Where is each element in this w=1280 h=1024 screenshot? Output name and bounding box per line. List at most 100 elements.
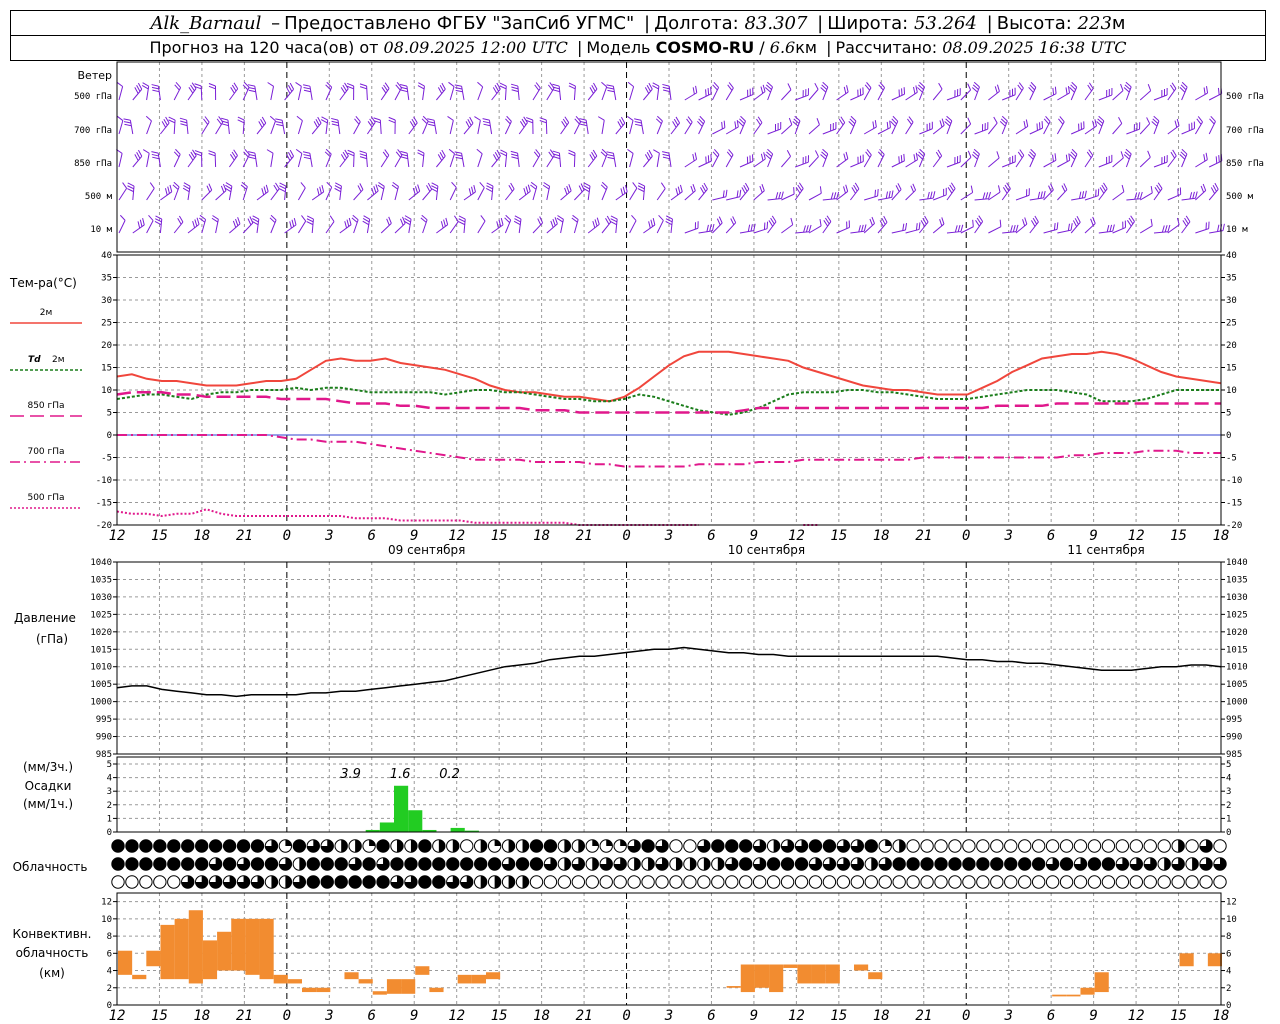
cloud-cover-symbol [1101,875,1116,889]
wind-barb-feather [421,214,428,221]
wind-barb-feather [190,151,196,159]
cloud-cover-symbol [892,839,906,853]
wind-barb-feather [510,153,519,157]
wind-barb [179,117,189,135]
wind-barb [905,116,914,135]
wind-barb-feather [1001,115,1008,122]
wind-barb [932,217,945,234]
wind-barb-feather [913,154,916,162]
wind-barb [629,182,638,201]
cloud-cover-symbol [487,857,502,871]
cloud-cover-symbol [278,857,293,871]
wind-barb-feather [535,149,541,156]
wind-barb-feather [362,220,369,226]
wind-barb-shaft [118,220,126,234]
wind-barb [560,116,570,135]
wind-barb-feather [692,184,696,191]
convective-tick-label-left: 8 [107,932,112,942]
wind-barb-feather [168,116,176,121]
wind-barb-feather [973,81,980,88]
cloud-cover-symbol [1185,875,1199,889]
wind-barb-feather [148,214,154,221]
wind-barb-shaft [532,87,541,101]
cloud-symbol-fill [703,857,711,871]
wind-barb-feather [1067,223,1070,231]
wind-barb-feather [1081,191,1085,199]
cloud-cover-symbol [1031,857,1046,871]
wind-barb-shaft [612,153,617,168]
wind-barb-shaft [173,154,181,168]
wind-barb [1084,119,1097,135]
wind-barb-feather [1120,83,1124,91]
cloud-symbol-fill [1116,857,1129,871]
wind-barb-feather [646,152,652,159]
wind-barb [808,150,819,168]
wind-barb [1153,182,1163,201]
wind-barb-feather [384,149,390,156]
wind-barb-feather [917,87,923,93]
cloud-symbol-fill [223,875,236,889]
cloud-symbol-fill [502,857,515,871]
wind-barb [712,120,726,135]
wind-barb [712,216,723,234]
cloud-cover-symbol [1171,857,1185,871]
cloud-cover-symbol [808,875,823,889]
cloud-cover-symbol [167,839,181,853]
date-label: 11 сентября [1067,543,1144,557]
wind-barb-feather [902,223,905,231]
wind-barb-feather [756,118,761,126]
cloud-cover-symbol [948,857,962,871]
wind-barb [295,82,302,101]
convective-tick-label-left: 6 [107,949,112,959]
wind-barb-feather [1192,191,1195,199]
wind-barb-feather [798,182,804,189]
wind-barb-feather [1004,184,1010,192]
wind-barb-feather [1071,148,1078,155]
wind-barb-feather [819,218,822,227]
wind-barb [1015,217,1028,234]
cloud-symbol-outline [1059,839,1074,853]
wind-barb-shaft [698,160,712,168]
wind-barb-feather [605,217,610,225]
convective-cloud-bar [146,950,161,967]
wind-barb [325,81,333,101]
wind-barb-feather [971,154,978,160]
wind-barb [1195,221,1210,234]
wind-barb-feather [976,217,982,225]
wind-barb [960,219,974,234]
wind-barb [408,184,421,201]
pressure-tick-label-right: 1020 [1226,628,1248,638]
wind-barb-shaft [725,87,734,101]
temperature-time-tick-label: 15 [491,528,508,544]
wind-barb-feather [391,184,399,190]
temperature-tick-label-left: 35 [101,274,112,284]
wind-barb-shaft [822,86,829,101]
wind-barb-shaft [394,87,403,101]
station-info-row: Alk_Barnaul – Предоставлено ФГБУ "ЗапСиб … [10,10,1266,36]
cloud-cover-symbol [501,875,516,889]
wind-barb-feather [826,215,832,222]
temperature-tick-label-right: 5 [1226,409,1231,419]
wind-barb-feather [703,182,708,190]
wind-barb-shaft [406,86,410,101]
wind-barb-shaft [504,219,512,234]
wind-barb-feather [1197,116,1203,123]
cloud-symbol-fill [934,857,948,871]
wind-barb-shaft [753,158,766,168]
wind-barb-feather [499,82,507,87]
model-name: COSMO-RU [655,38,755,57]
wind-barb-feather [1179,87,1186,93]
cloud-symbol-fill [321,875,334,889]
wind-barb [1208,153,1223,168]
cloud-symbol-fill [285,839,292,846]
wind-barb-feather [483,123,491,127]
precipitation-tick-label-left: 3 [107,787,112,797]
temperature-time-tick-label: 3 [324,528,333,544]
wind-barb-feather [579,120,587,124]
wind-barb-feather [347,152,355,157]
cloud-cover-symbol [1018,839,1032,853]
wind-barb [194,150,203,168]
cloud-cover-symbol [585,839,599,853]
cloud-symbol-outline [1143,839,1157,853]
